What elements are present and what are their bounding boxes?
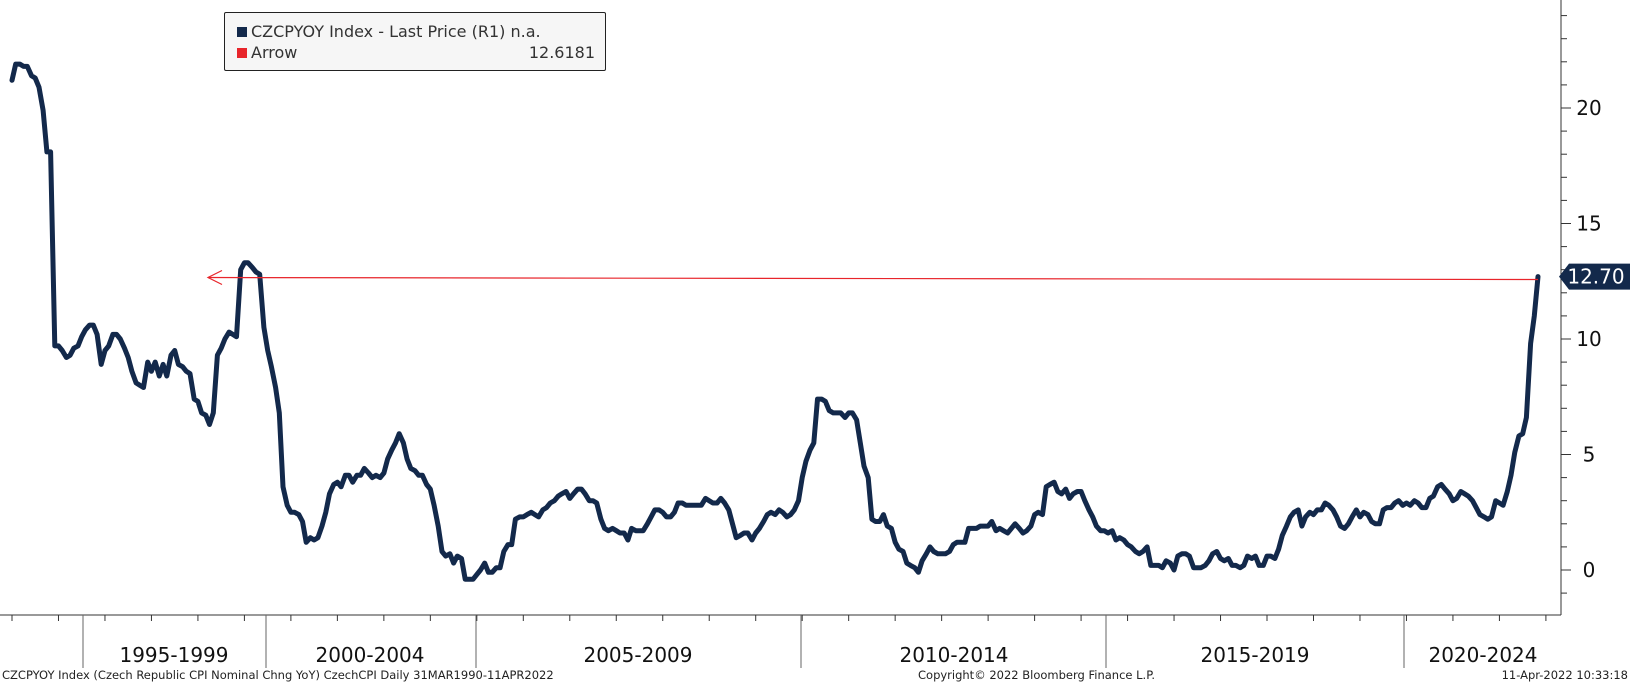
legend-arrow-value: 12.6181: [528, 43, 595, 62]
x-period-label: 2010-2014: [899, 643, 1008, 667]
arrow-line: [207, 276, 1539, 281]
y-tick-label: 0: [1583, 558, 1596, 582]
footer-description: CZCPYOY Index (Czech Republic CPI Nomina…: [2, 668, 554, 682]
x-period-label: 2015-2019: [1200, 643, 1309, 667]
legend-series-label: CZCPYOY Index - Last Price (R1): [251, 22, 506, 41]
arrow-swatch: [237, 48, 247, 58]
x-axis: 1995-1999 2000-2004 2005-2009 2010-2014 2015…: [0, 614, 1561, 668]
y-axis-ticks: 0 5 10 15 20: [1560, 0, 1602, 615]
last-value-badge: 12.70: [1559, 263, 1630, 290]
legend-arrow-label: Arrow: [251, 43, 298, 62]
x-period-label: 2020-2024: [1428, 643, 1537, 667]
series-layer: [9, 61, 1541, 582]
y-tick-label: 15: [1576, 212, 1601, 236]
y-tick-label: 5: [1583, 443, 1596, 467]
x-period-label: 2000-2004: [315, 643, 424, 667]
series-line: [9, 61, 1541, 582]
footer-copyright: Copyright© 2022 Bloomberg Finance L.P.: [918, 668, 1155, 682]
footer-timestamp: 11-Apr-2022 10:33:18: [1501, 668, 1628, 682]
y-tick-label: 20: [1576, 96, 1601, 120]
series-swatch: [237, 27, 247, 37]
y-tick-label: 10: [1576, 327, 1601, 351]
last-value-label: 12.70: [1567, 265, 1624, 289]
x-period-label: 1995-1999: [119, 643, 228, 667]
arrowhead: [206, 269, 223, 286]
legend-entry-arrow: Arrow 12.6181: [237, 43, 595, 63]
chart-legend: CZCPYOY Index - Last Price (R1) n.a. Arr…: [224, 12, 606, 71]
last-value-badge-shape: [1559, 263, 1630, 290]
arrow-annotation: [206, 269, 1539, 286]
x-period-label: 2005-2009: [583, 643, 692, 667]
legend-series-value: n.a.: [510, 22, 541, 41]
legend-entry-series: CZCPYOY Index - Last Price (R1) n.a.: [237, 22, 595, 42]
